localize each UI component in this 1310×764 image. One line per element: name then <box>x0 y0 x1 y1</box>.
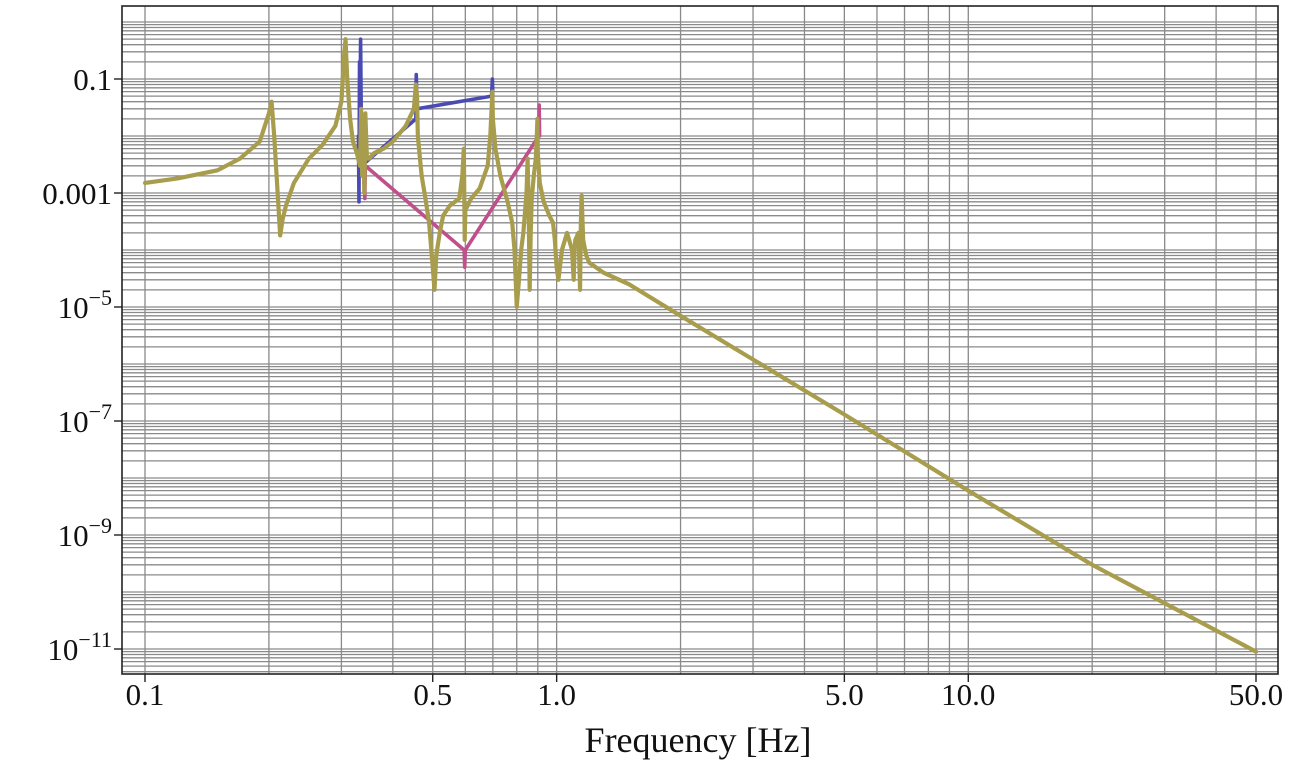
y-tick-label: 10−9 <box>58 513 112 553</box>
plot-background <box>122 6 1278 674</box>
y-axis-ticks: 0.1 0.001 10−5 10−7 10−9 10−11 <box>42 62 122 667</box>
x-axis-ticks: 0.1 0.5 1.0 5.0 10.0 50.0 <box>126 674 1283 712</box>
y-tick-label: 10−7 <box>58 399 112 439</box>
x-tick-label: 10.0 <box>941 677 995 712</box>
x-tick-label: 50.0 <box>1229 677 1283 712</box>
series-line <box>142 37 1259 654</box>
plot-frame <box>121 5 1279 675</box>
y-tick-label: 0.001 <box>42 176 112 211</box>
x-tick-label: 5.0 <box>825 677 864 712</box>
y-tick-label: 10−5 <box>58 285 112 325</box>
x-tick-label: 0.5 <box>413 677 452 712</box>
grid <box>122 6 1278 674</box>
series-group <box>142 37 1259 654</box>
x-tick-label: 1.0 <box>537 677 576 712</box>
y-tick-label: 0.1 <box>73 62 112 97</box>
x-axis-title: Frequency [Hz] <box>585 720 812 760</box>
x-tick-label: 0.1 <box>126 677 165 712</box>
y-tick-label: 10−11 <box>47 627 112 667</box>
